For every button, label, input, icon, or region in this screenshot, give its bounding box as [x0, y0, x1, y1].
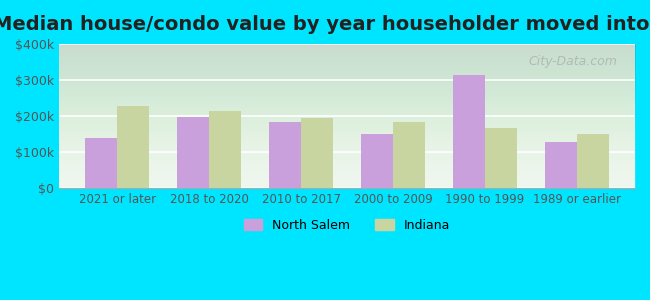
Bar — [452, 75, 485, 188]
Title: Median house/condo value by year householder moved into unit: Median house/condo value by year househo… — [0, 15, 650, 34]
Bar — [545, 142, 577, 188]
Bar — [85, 138, 117, 188]
Bar — [177, 117, 209, 188]
Bar — [301, 118, 333, 188]
Bar — [361, 134, 393, 188]
Bar — [117, 106, 150, 188]
Bar — [485, 128, 517, 188]
Text: City-Data.com: City-Data.com — [529, 56, 617, 68]
Legend: North Salem, Indiana: North Salem, Indiana — [239, 214, 456, 237]
Bar — [269, 122, 301, 188]
Bar — [393, 122, 425, 188]
Bar — [209, 111, 241, 188]
Bar — [577, 134, 609, 188]
